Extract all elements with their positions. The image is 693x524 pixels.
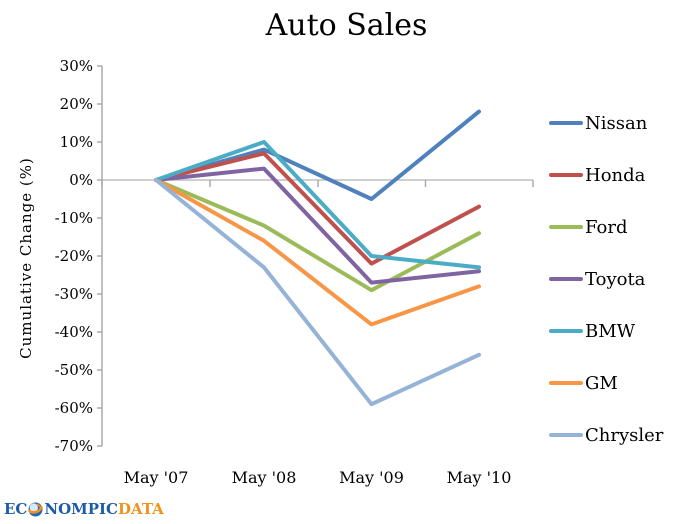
y-tick-label: -20%: [54, 247, 93, 265]
logo-text-left: EC: [4, 500, 28, 518]
legend-label: Toyota: [585, 268, 646, 290]
x-tick-label: May '08: [231, 468, 297, 487]
legend-item-ford: Ford: [549, 201, 663, 253]
legend-marker: [549, 380, 583, 386]
x-tick-label: May '09: [339, 468, 404, 487]
y-tick-label: -10%: [54, 209, 93, 227]
legend-marker: [549, 120, 583, 126]
legend-item-gm: GM: [549, 357, 663, 409]
legend-item-nissan: Nissan: [549, 97, 663, 149]
logo-text-right: DATA: [118, 500, 164, 518]
legend-marker: [549, 276, 583, 282]
x-tick-label: May '07: [123, 468, 189, 487]
series-line-toyota: [154, 166, 481, 285]
legend-marker: [549, 224, 583, 230]
legend-marker: [549, 328, 583, 334]
legend-label: Ford: [585, 216, 628, 238]
y-tick-label: -40%: [54, 323, 93, 341]
y-tick-label: 10%: [59, 133, 93, 151]
legend-label: Nissan: [585, 112, 648, 134]
y-tick-label: 30%: [59, 57, 93, 75]
y-tick-label: -50%: [54, 361, 93, 379]
legend-item-chrysler: Chrysler: [549, 409, 663, 461]
legend-label: BMW: [585, 320, 636, 342]
legend-item-bmw: BMW: [549, 305, 663, 357]
globe-icon: [28, 502, 44, 516]
legend-marker: [549, 172, 583, 178]
y-tick-label: -70%: [54, 437, 93, 455]
legend-label: Honda: [585, 164, 646, 186]
legend: Nissan Honda Ford Toyota BMW GM Chrysler: [549, 97, 663, 461]
legend-label: Chrysler: [585, 424, 664, 446]
logo: EC NOMPIC DATA: [4, 499, 164, 519]
series-line-honda: [154, 151, 481, 266]
legend-item-toyota: Toyota: [549, 253, 663, 305]
legend-item-honda: Honda: [549, 149, 663, 201]
x-tick-label: May '10: [446, 468, 512, 487]
legend-marker: [549, 432, 583, 438]
y-tick-label: -30%: [54, 285, 93, 303]
legend-label: GM: [585, 372, 618, 394]
series-line-gm: [154, 178, 481, 327]
y-tick-label: 20%: [59, 95, 93, 113]
chart-title: Auto Sales: [265, 8, 428, 43]
y-tick-label: -60%: [54, 399, 93, 417]
y-tick-label: 0%: [69, 171, 93, 189]
series-line-chrysler: [154, 178, 481, 407]
series-line-bmw: [154, 140, 481, 270]
logo-text-mid: NOMPIC: [44, 500, 118, 518]
